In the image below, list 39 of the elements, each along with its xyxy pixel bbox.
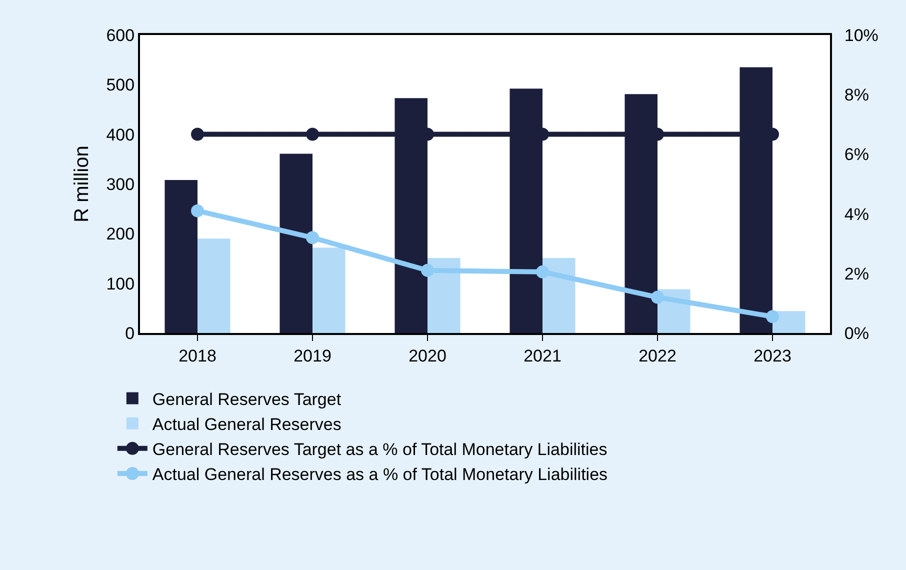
point (306, 231, 319, 244)
bar (772, 311, 806, 333)
y2-tick-label: 4% (844, 204, 869, 224)
point (191, 204, 204, 218)
y-tick-label: 0 (125, 324, 135, 343)
point (306, 128, 319, 141)
legend-label: Actual General Reserves (152, 414, 342, 434)
bar (198, 238, 230, 333)
y2-tick-label: 10% (844, 26, 878, 45)
bar (542, 258, 576, 333)
point (536, 265, 549, 278)
y2-tick-label: 8% (844, 86, 869, 105)
point (191, 128, 204, 141)
x-tick-label: 2022 (638, 346, 676, 366)
x-tick-label: 2023 (754, 346, 792, 366)
y2-tick-label: 2% (844, 264, 869, 284)
y-tick-label: 300 (106, 174, 135, 194)
legend-label: General Reserves Target (152, 390, 342, 409)
y2-tick-label: 6% (844, 145, 869, 164)
bar (164, 180, 198, 333)
x-tick-label: 2021 (524, 346, 562, 366)
point (651, 290, 664, 304)
legend-label: Actual General Reserves as a % of Total Monetary Liabilities (152, 465, 608, 484)
bar (428, 258, 460, 333)
bar (280, 154, 312, 333)
x-tick-label: 2020 (408, 346, 446, 366)
point (421, 264, 434, 277)
x-tick-label: 2019 (294, 346, 332, 366)
legend-label: General Reserves Target as a % of Total Monetary Liabilities (152, 440, 608, 460)
y-axis-title: R million (71, 146, 94, 222)
x-tick-label: 2018 (178, 346, 216, 366)
y-tick-label: 100 (106, 274, 135, 294)
y-tick-label: 400 (106, 125, 135, 144)
y-tick-label: 600 (106, 26, 135, 45)
y-tick-label: 500 (106, 76, 135, 95)
y-tick-label: 200 (106, 224, 135, 244)
point (766, 310, 779, 324)
bar (312, 248, 346, 333)
y2-tick-label: 0% (844, 324, 869, 343)
